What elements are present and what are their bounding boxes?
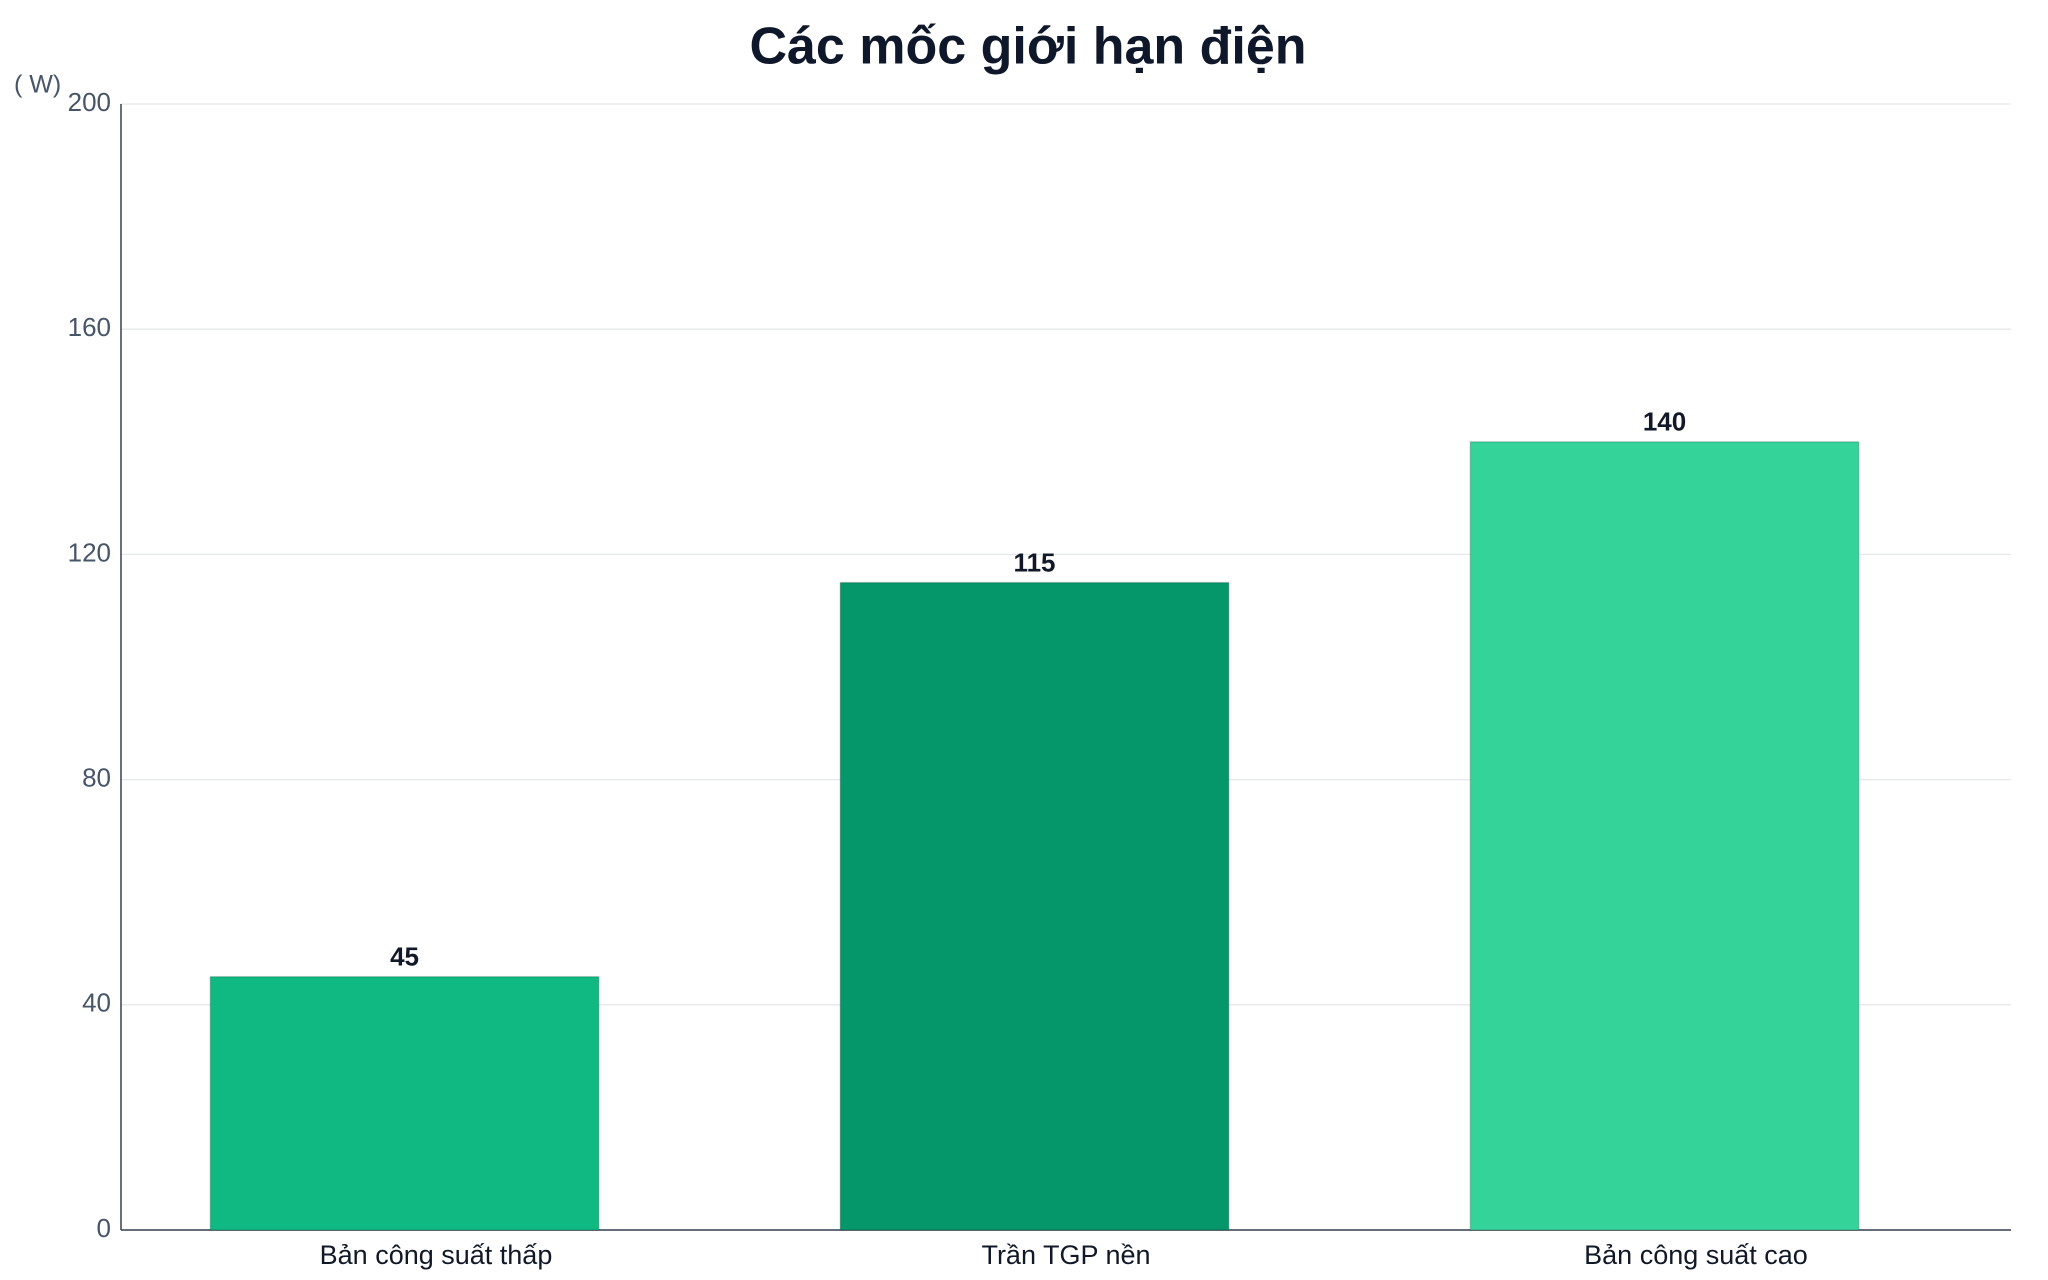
x-tick-label: Bản công suất cao xyxy=(1584,1240,1808,1270)
y-axis-label: ( W) xyxy=(14,71,61,99)
y-tick-label: 40 xyxy=(82,988,111,1018)
y-tick-label: 80 xyxy=(82,762,111,792)
x-tick-label: Bản công suất thấp xyxy=(320,1240,553,1270)
y-tick-label: 200 xyxy=(68,87,111,117)
y-tick-label: 160 xyxy=(68,312,111,342)
y-tick-label: 0 xyxy=(97,1213,111,1243)
value-label: 140 xyxy=(1643,407,1686,437)
value-label: 115 xyxy=(1014,547,1056,577)
bar xyxy=(839,581,1230,1231)
bar xyxy=(1469,441,1860,1231)
bar xyxy=(209,975,600,1231)
value-label: 45 xyxy=(390,942,419,972)
chart-title: Các mốc giới hạn điện xyxy=(749,18,1306,76)
x-tick-label: Trần TGP nền xyxy=(981,1240,1150,1270)
y-tick-label: 120 xyxy=(68,537,111,567)
